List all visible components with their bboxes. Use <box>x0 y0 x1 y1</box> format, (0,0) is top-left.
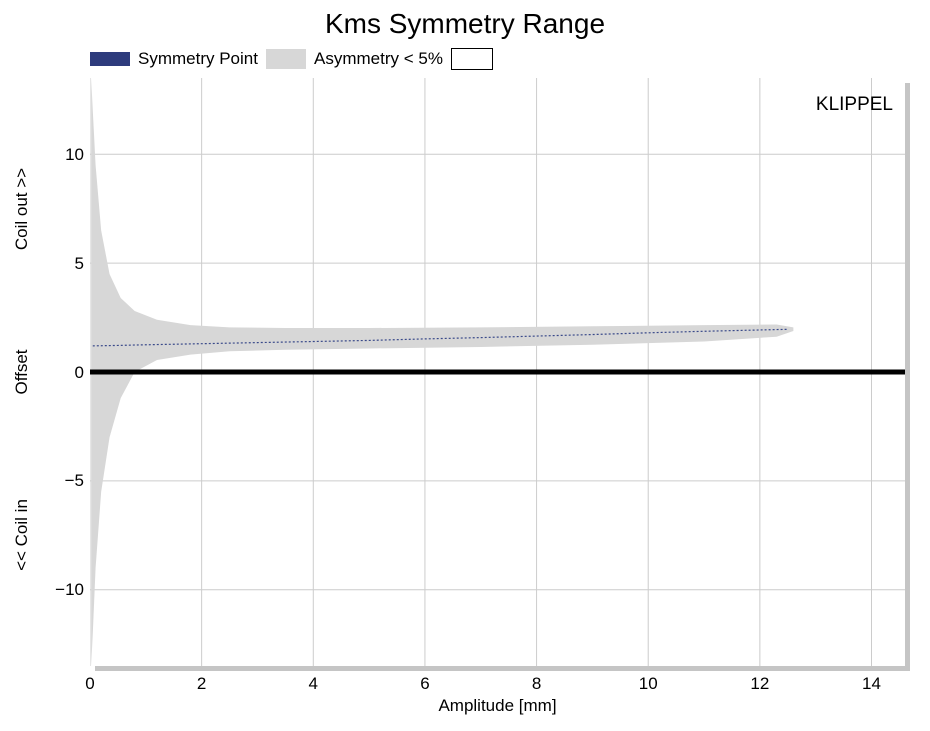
watermark-klippel: KLIPPEL <box>816 94 893 116</box>
legend-swatch-asymmetry <box>266 49 306 69</box>
y-tick-label: 0 <box>75 363 84 383</box>
x-tick-label: 0 <box>70 674 110 694</box>
legend: Symmetry Point Asymmetry < 5% <box>90 48 501 70</box>
plot-shadow <box>95 666 910 671</box>
x-tick-label: 2 <box>182 674 222 694</box>
y-tick-label: −5 <box>65 471 84 491</box>
x-tick-label: 10 <box>628 674 668 694</box>
legend-swatch-symmetry <box>90 52 130 66</box>
x-tick-label: 12 <box>740 674 780 694</box>
x-tick-label: 6 <box>405 674 445 694</box>
plot-shadow <box>905 83 910 671</box>
chart-plot-area <box>90 78 905 666</box>
y-tick-label: 10 <box>65 145 84 165</box>
x-tick-label: 8 <box>517 674 557 694</box>
chart-title: Kms Symmetry Range <box>0 8 930 40</box>
x-tick-label: 4 <box>293 674 333 694</box>
x-axis-label: Amplitude [mm] <box>90 696 905 716</box>
y-axis-segment-label: Coil out >> <box>12 109 32 309</box>
legend-swatch-empty <box>451 48 493 70</box>
y-tick-label: 5 <box>75 254 84 274</box>
y-tick-label: −10 <box>55 580 84 600</box>
legend-label-asymmetry: Asymmetry < 5% <box>314 49 443 69</box>
legend-label-symmetry: Symmetry Point <box>138 49 258 69</box>
x-tick-label: 14 <box>852 674 892 694</box>
